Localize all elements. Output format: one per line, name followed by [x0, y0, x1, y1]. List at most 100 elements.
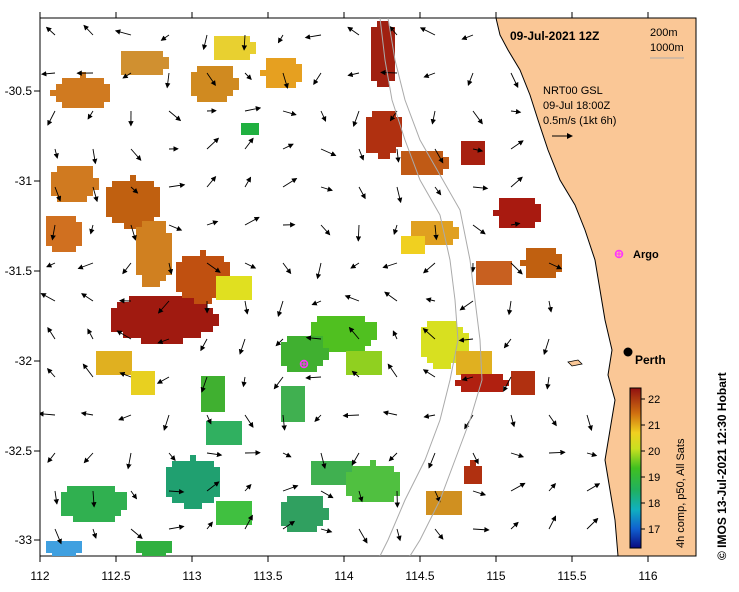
colorbar-tick-label: 18	[648, 498, 660, 510]
y-tick-label: -31	[15, 174, 33, 188]
current-arrow	[503, 376, 512, 392]
current-arrow	[320, 186, 333, 192]
colorbar-title: 4h comp, p50, All Sats	[675, 438, 687, 548]
current-arrow	[244, 483, 252, 492]
current-arrow	[467, 72, 474, 86]
current-arrow	[156, 376, 170, 384]
current-arrow	[244, 176, 252, 188]
current-arrow	[206, 481, 220, 492]
current-arrow	[382, 410, 398, 416]
sst-blob	[401, 151, 449, 175]
current-arrow	[53, 148, 59, 159]
isobath-legend-1000m: 1000m	[650, 42, 684, 54]
colorbar-tick-label: 21	[648, 420, 660, 432]
x-tick-label: 113	[182, 569, 201, 583]
current-arrow	[241, 34, 248, 51]
current-arrow	[116, 330, 132, 340]
current-arrow	[244, 414, 254, 428]
sst-blob	[214, 36, 256, 60]
x-axis: 112 112.5 113 113.5 114 114.5 115 115.5 116	[30, 12, 658, 583]
current-arrow	[47, 110, 56, 126]
current-arrow	[130, 528, 143, 539]
current-arrow	[314, 414, 322, 422]
current-arrow	[548, 483, 556, 492]
sst-blob	[136, 221, 172, 287]
x-tick-label: 114	[334, 569, 353, 583]
current-arrow	[130, 224, 137, 241]
current-arrow	[472, 224, 486, 235]
current-arrow	[91, 148, 98, 165]
current-arrow	[434, 186, 442, 196]
current-arrow	[50, 224, 56, 241]
current-arrow	[510, 482, 526, 492]
current-arrow	[243, 300, 250, 315]
current-arrow	[542, 338, 550, 356]
current-arrow	[358, 528, 368, 544]
sst-blob	[136, 541, 172, 556]
current-arrow	[503, 338, 512, 349]
current-arrow	[122, 262, 132, 275]
current-arrow	[320, 528, 333, 534]
y-tick-label: -30.5	[5, 84, 33, 98]
current-arrow	[40, 293, 56, 302]
current-arrow	[428, 452, 436, 469]
current-arrow	[510, 221, 521, 227]
current-scale-label: 0.5m/s (1kt 6h)	[543, 115, 616, 127]
colorbar-ticks: 17 18 19 20 21 22	[641, 394, 660, 536]
sst-blob	[216, 276, 252, 300]
current-arrow	[241, 376, 247, 388]
current-arrow	[91, 490, 97, 508]
sst-blob	[191, 66, 239, 102]
sst-blob	[401, 236, 425, 254]
current-arrow	[506, 300, 513, 316]
current-arrow	[282, 262, 292, 275]
current-arrow	[380, 69, 398, 76]
current-arrow	[433, 224, 439, 241]
current-arrow	[167, 262, 174, 275]
current-arrow	[130, 186, 139, 194]
current-arrow	[586, 414, 593, 431]
colorbar-tick-label: 19	[648, 472, 660, 484]
current-arrow	[510, 108, 522, 115]
x-tick-label: 112.5	[101, 569, 130, 583]
current-arrow	[157, 338, 170, 344]
current-arrow	[351, 452, 360, 466]
sst-blob	[121, 51, 169, 75]
sst-blob	[311, 316, 377, 352]
sst-blob	[520, 248, 562, 278]
current-arrow	[389, 25, 398, 36]
current-arrow	[206, 451, 223, 458]
sst-blob	[455, 374, 509, 392]
y-axis: -30.5 -31 -31.5 -32 -32.5 -33	[5, 84, 40, 547]
sst-blob	[131, 371, 155, 395]
x-tick-label: 114.5	[405, 569, 434, 583]
sst-blob	[206, 421, 242, 445]
current-arrow	[87, 110, 94, 120]
current-arrow	[459, 300, 474, 311]
current-arrow	[54, 528, 62, 545]
current-arrow	[47, 368, 56, 378]
current-arrow	[548, 414, 557, 427]
current-arrow	[392, 330, 398, 340]
sst-blob	[426, 491, 462, 515]
current-arrow	[168, 182, 186, 189]
current-arrow	[347, 26, 360, 36]
current-arrow	[77, 262, 94, 270]
current-arrow	[461, 34, 474, 41]
sst-blob	[371, 21, 395, 87]
current-arrow	[282, 72, 289, 89]
current-arrow	[548, 515, 557, 530]
current-arrow	[434, 528, 444, 540]
current-arrow	[344, 294, 360, 302]
current-arrow	[282, 143, 294, 150]
current-arrow	[238, 338, 246, 355]
current-arrow	[282, 110, 297, 117]
current-arrow	[320, 224, 331, 236]
date-title: 09-Jul-2021 12Z	[510, 29, 599, 43]
current-arrow	[273, 376, 284, 390]
sst-blob	[241, 123, 259, 135]
current-arrow	[168, 524, 185, 530]
current-arrow	[162, 414, 170, 431]
current-arrow	[114, 29, 132, 36]
